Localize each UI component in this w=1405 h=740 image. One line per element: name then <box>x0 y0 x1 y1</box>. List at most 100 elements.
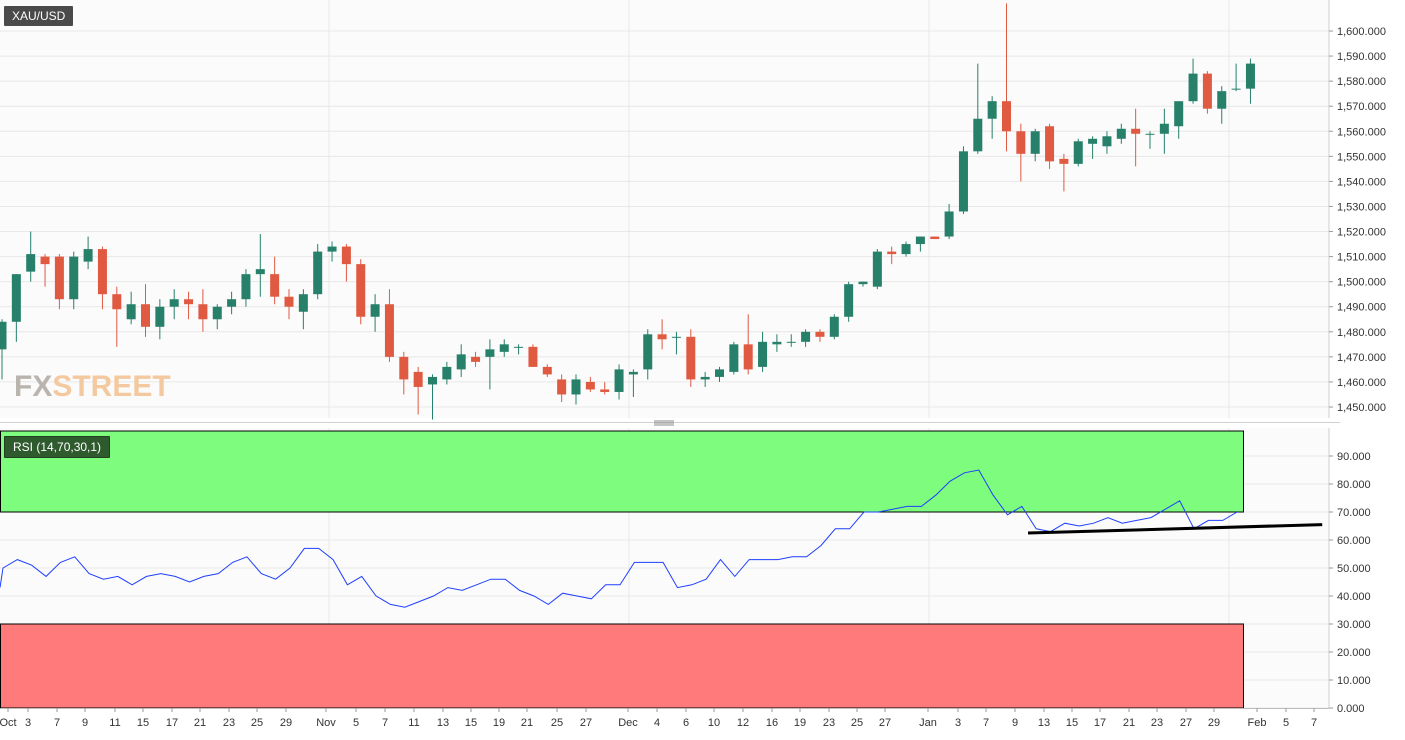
candle <box>327 241 337 262</box>
candle <box>930 236 940 240</box>
time-tick-label: 25 <box>851 717 863 729</box>
candle <box>97 246 107 310</box>
rsi-indicator-label[interactable]: RSI (14,70,30,1) <box>4 436 111 458</box>
candle-body <box>758 341 768 367</box>
candle <box>399 351 409 395</box>
time-tick-label: 3 <box>25 717 31 729</box>
candle <box>858 281 868 287</box>
time-tick-label: 27 <box>580 717 592 729</box>
candle <box>686 329 696 387</box>
candle-body <box>112 294 122 310</box>
candle <box>198 289 208 332</box>
candle <box>270 256 280 305</box>
logo-part-street: STREET <box>52 370 171 403</box>
candle <box>700 371 710 387</box>
candle <box>413 366 423 415</box>
rsi-tick-label: 0.000 <box>1337 703 1365 715</box>
candle <box>729 341 739 375</box>
candle-body <box>327 246 337 252</box>
candle <box>83 236 93 270</box>
candle-body <box>1116 128 1126 139</box>
candle-body <box>528 346 538 367</box>
candle <box>872 249 882 290</box>
candle <box>801 329 811 347</box>
candle <box>944 203 954 240</box>
time-tick-label: 11 <box>408 717 419 729</box>
candle <box>600 381 610 395</box>
candle <box>1231 63 1241 92</box>
candle-body <box>499 344 509 352</box>
time-tick-label: 15 <box>137 717 149 729</box>
candle <box>1145 131 1155 149</box>
price-tick-label: 1,470.000 <box>1337 352 1386 364</box>
time-tick-label: 5 <box>1283 717 1289 729</box>
candle-body <box>270 274 280 297</box>
candle-body <box>643 334 653 370</box>
candle <box>485 339 495 390</box>
candle-body <box>915 236 925 245</box>
candle <box>528 344 538 367</box>
time-tick-label: 21 <box>194 717 206 729</box>
time-tick-label: 17 <box>166 717 178 729</box>
candle <box>973 63 983 154</box>
candle-body <box>1002 101 1011 132</box>
candle-body <box>54 256 64 300</box>
price-tick-label: 1,510.000 <box>1337 252 1386 264</box>
candle-body <box>83 249 93 262</box>
rsi-tick-label: 50.000 <box>1337 563 1371 575</box>
candle-body <box>212 306 222 320</box>
rsi-tick-label: 70.000 <box>1337 507 1371 519</box>
candle-body <box>901 244 911 255</box>
candle-body <box>801 331 811 342</box>
time-tick-label: 27 <box>879 717 891 729</box>
rsi-y-axis: 0.000 10.000 20.000 30.000 40.000 50.000 60.00… <box>1328 428 1371 715</box>
candle-body <box>141 304 150 327</box>
candle <box>141 284 150 337</box>
price-tick-label: 1,520.000 <box>1337 227 1386 239</box>
candle-body <box>126 304 136 320</box>
price-tick-label: 1,450.000 <box>1337 402 1386 414</box>
candle-body <box>1188 73 1198 102</box>
candle-body <box>184 299 194 305</box>
rsi-tick-label: 20.000 <box>1337 647 1371 659</box>
rsi-tick-label: 90.000 <box>1337 451 1371 463</box>
candle-body <box>542 366 552 375</box>
price-tick-label: 1,460.000 <box>1337 377 1386 389</box>
candle <box>456 344 466 377</box>
time-tick-label: 10 <box>708 717 720 729</box>
symbol-label[interactable]: XAU/USD <box>4 6 74 26</box>
candle <box>356 259 366 325</box>
time-tick-label: 7 <box>382 717 388 729</box>
candle-body <box>399 356 409 380</box>
rsi-line <box>0 469 1238 608</box>
candle-body <box>700 376 710 380</box>
panel-divider[interactable] <box>0 420 1340 426</box>
candle <box>1102 131 1112 154</box>
candle <box>1188 58 1198 104</box>
candle <box>255 234 265 297</box>
time-tick-label: Dec <box>618 717 638 729</box>
candle-body <box>284 296 294 307</box>
price-tick-label: 1,550.000 <box>1337 151 1386 163</box>
candle-body <box>428 376 437 385</box>
candle-body <box>600 389 610 392</box>
time-tick-label: 21 <box>1123 717 1135 729</box>
time-tick-label: 19 <box>794 717 806 729</box>
candle <box>442 361 452 385</box>
time-tick-label: Nov <box>316 717 336 729</box>
time-tick-label: Oct <box>0 717 17 729</box>
rsi-tick-label: 80.000 <box>1337 479 1371 491</box>
price-tick-label: 1,560.000 <box>1337 126 1386 138</box>
candle <box>499 339 509 357</box>
time-tick-label: 9 <box>1012 717 1018 729</box>
time-tick-label: 7 <box>54 717 60 729</box>
candle-body <box>40 256 50 265</box>
candle <box>26 231 36 282</box>
candle-body <box>442 366 452 380</box>
time-tick-label: 11 <box>109 717 120 729</box>
candle <box>1116 123 1126 144</box>
candle-body <box>1202 73 1212 109</box>
time-tick-label: 7 <box>1311 717 1317 729</box>
candle-body <box>356 264 366 317</box>
